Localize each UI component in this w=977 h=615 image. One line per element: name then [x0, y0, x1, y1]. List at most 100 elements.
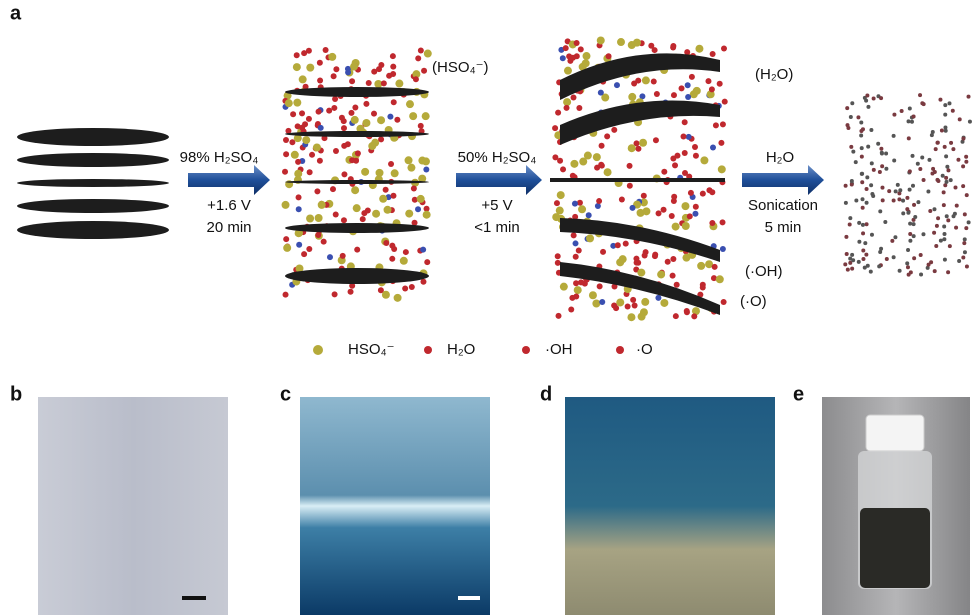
decoration [906, 119, 911, 124]
decoration [692, 203, 699, 210]
decoration [967, 119, 972, 124]
decoration [581, 280, 588, 287]
decoration [711, 263, 718, 270]
decoration [320, 238, 327, 245]
decoration [391, 245, 398, 252]
decoration [926, 189, 931, 194]
decoration [934, 244, 939, 249]
decoration [651, 253, 658, 260]
decoration [883, 220, 888, 225]
decoration [554, 253, 561, 260]
decoration [283, 136, 290, 143]
panel-label: b [10, 383, 22, 405]
decoration [946, 168, 951, 173]
decoration [616, 38, 625, 47]
decoration [879, 146, 884, 151]
vial-cap [865, 414, 925, 452]
decoration [377, 287, 384, 294]
decoration [929, 133, 934, 138]
decoration [379, 194, 388, 203]
decoration [853, 160, 858, 165]
decoration [946, 218, 951, 223]
decoration [878, 209, 883, 214]
reagent: H₂O [766, 149, 794, 166]
decoration [911, 114, 916, 119]
decoration [908, 238, 913, 243]
decoration [692, 210, 699, 217]
decoration [598, 161, 605, 168]
decoration [942, 237, 947, 242]
decoration [942, 257, 947, 262]
decoration [322, 47, 329, 54]
decoration [961, 164, 966, 169]
decoration [851, 258, 856, 263]
decoration [699, 284, 706, 291]
decoration [624, 303, 631, 310]
decoration [938, 238, 943, 243]
time: <1 min [474, 219, 519, 236]
decoration [292, 63, 301, 72]
decoration [611, 126, 618, 133]
decoration [944, 175, 949, 180]
decoration [349, 78, 356, 85]
decoration [594, 202, 601, 209]
annotation: (H₂O) [755, 66, 793, 83]
decoration [412, 76, 419, 83]
decoration [371, 110, 378, 117]
decoration [641, 297, 650, 306]
decoration [908, 231, 913, 236]
decoration [285, 180, 429, 184]
decoration [863, 241, 868, 246]
decoration [293, 134, 302, 143]
decoration [910, 183, 915, 188]
decoration [709, 51, 716, 58]
decoration [639, 198, 648, 207]
decoration [349, 157, 356, 164]
decoration [598, 142, 605, 149]
decoration [891, 198, 896, 203]
decoration [301, 50, 308, 57]
decoration [918, 252, 923, 257]
schematic [17, 36, 972, 355]
decoration [390, 63, 397, 70]
decoration [389, 255, 396, 262]
scale-bar [182, 596, 206, 600]
decoration [871, 194, 876, 199]
decoration [316, 59, 323, 66]
decoration [363, 100, 370, 107]
decoration [688, 73, 695, 80]
decoration [639, 93, 646, 100]
decoration [673, 281, 680, 288]
decoration [871, 167, 876, 172]
decoration [583, 151, 592, 160]
decoration [633, 140, 640, 147]
decoration [681, 119, 688, 126]
decoration [423, 205, 430, 212]
decoration [908, 221, 913, 226]
decoration [317, 124, 324, 131]
decoration [670, 198, 677, 205]
decoration [930, 129, 935, 134]
decoration [687, 189, 694, 196]
decoration [906, 247, 911, 252]
decoration [843, 262, 848, 267]
legend-label: ·O [636, 341, 653, 358]
decoration [351, 186, 360, 195]
decoration [864, 200, 869, 205]
decoration [418, 174, 427, 183]
decoration [582, 52, 591, 61]
decoration [599, 298, 606, 305]
decoration [681, 222, 690, 231]
decoration [394, 116, 401, 123]
vial-liquid [860, 508, 930, 588]
decoration [864, 222, 869, 227]
decoration [860, 127, 865, 132]
decoration [383, 205, 392, 214]
decoration [944, 154, 949, 159]
decoration [931, 166, 936, 171]
decoration [940, 173, 945, 178]
decoration [954, 203, 959, 208]
decoration [719, 219, 726, 226]
decoration [893, 189, 898, 194]
decoration [962, 237, 967, 242]
